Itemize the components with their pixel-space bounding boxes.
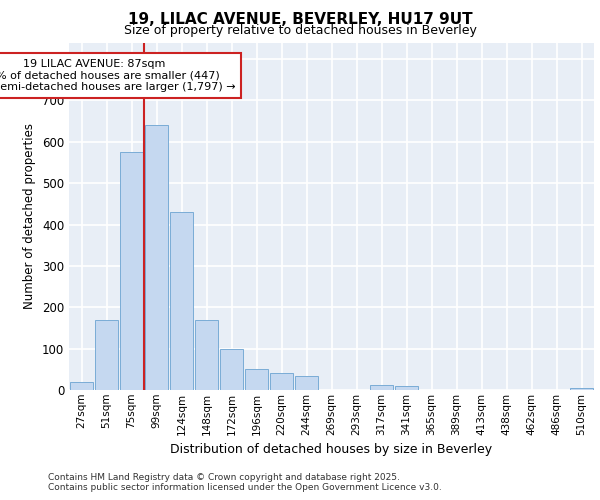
Y-axis label: Number of detached properties: Number of detached properties [23, 123, 37, 309]
Text: Size of property relative to detached houses in Beverley: Size of property relative to detached ho… [124, 24, 476, 37]
Bar [119, 152, 143, 390]
Text: 19, LILAC AVENUE, BEVERLEY, HU17 9UT: 19, LILAC AVENUE, BEVERLEY, HU17 9UT [128, 12, 472, 28]
Text: Contains HM Land Registry data © Crown copyright and database right 2025.
Contai: Contains HM Land Registry data © Crown c… [48, 473, 442, 492]
Bar [370, 385, 394, 390]
Bar [95, 320, 118, 390]
Bar [269, 374, 293, 390]
Bar [220, 348, 244, 390]
Bar [70, 382, 94, 390]
Bar [295, 376, 319, 390]
X-axis label: Distribution of detached houses by size in Beverley: Distribution of detached houses by size … [170, 443, 493, 456]
Bar [245, 370, 268, 390]
Bar [569, 388, 593, 390]
Bar [194, 320, 218, 390]
Bar [170, 212, 193, 390]
Text: 19 LILAC AVENUE: 87sqm
← 20% of detached houses are smaller (447)
80% of semi-de: 19 LILAC AVENUE: 87sqm ← 20% of detached… [0, 59, 236, 92]
Bar [395, 386, 418, 390]
Bar [145, 125, 169, 390]
